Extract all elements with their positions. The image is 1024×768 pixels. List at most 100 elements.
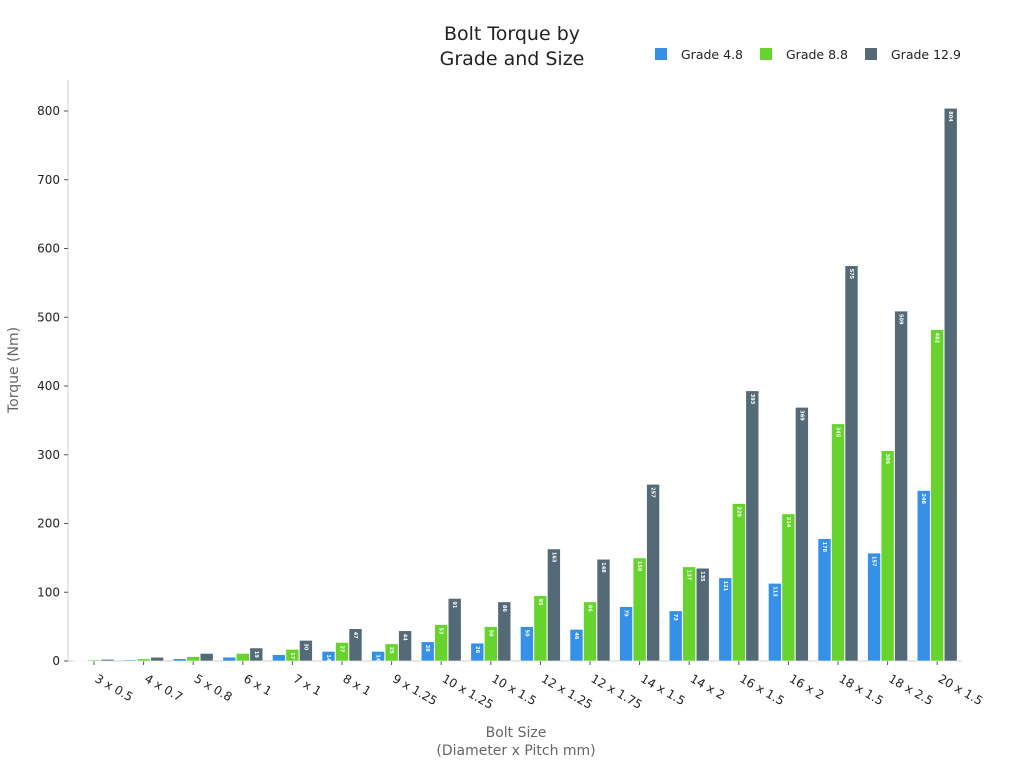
bar-grade-4-8-18-x-2-5 (867, 552, 881, 662)
bar-grade-4-8-16-x-2 (768, 583, 782, 662)
bar-value-label: 95 (537, 599, 543, 606)
bar-grade-12-9-14-x-2 (695, 567, 710, 662)
bar-grade-8-8-14-x-1-5 (632, 557, 647, 662)
bar-value-label: 86 (587, 605, 593, 612)
bar-value-label: 157 (871, 556, 877, 567)
bar-value-label: 73 (672, 614, 678, 621)
bar-value-label: 14 (325, 654, 331, 661)
x-tick-label-3-x-0-5: 3 x 0.5 (93, 671, 136, 704)
x-tick-label-18-x-2-5: 18 x 2.5 (886, 671, 936, 708)
bar-grade-4-8-4-x-0-7 (123, 659, 137, 662)
bar-grade-4-8-10-x-1-5 (470, 642, 485, 662)
bar-grade-12-9-14-x-1-5 (646, 484, 660, 662)
y-axis-title: Torque (Nm) (6, 327, 22, 414)
bar-value-label: 482 (934, 333, 940, 344)
legend-label-grade-12-9: Grade 12.9 (891, 47, 961, 62)
x-tick-label-12-x-1-25: 12 x 1.25 (539, 671, 595, 711)
bar-grade-12-9-16-x-2 (795, 407, 809, 662)
x-tick-label-8-x-1: 8 x 1 (341, 671, 374, 698)
bar-grade-4-8-20-x-1-5 (916, 490, 931, 662)
bar-value-label: 44 (402, 634, 408, 641)
bar-grade-4-8-7-x-1 (272, 654, 286, 662)
legend-label-grade-4-8: Grade 4.8 (681, 47, 743, 62)
bar-grade-12-9-12-x-1-25 (547, 548, 561, 662)
bar-value-label: 575 (848, 269, 854, 280)
x-tick-label-4-x-0-7: 4 x 0.7 (142, 671, 185, 704)
bar-value-label: 121 (722, 581, 728, 592)
bar-value-label: 306 (884, 454, 890, 465)
bar-value-label: 19 (253, 651, 259, 658)
x-tick-label-7-x-1: 7 x 1 (291, 671, 324, 698)
bar-grade-8-8-10-x-1-5 (483, 626, 498, 662)
bar-grade-4-8-8-x-1 (321, 651, 336, 662)
y-tick-label: 600 (37, 242, 60, 256)
bar-grade-4-8-18-x-1-5 (817, 538, 832, 662)
bar-value-label: 17 (289, 652, 295, 659)
x-axis-title-line-1: Bolt Size (486, 725, 547, 741)
y-tick-label: 300 (37, 448, 60, 462)
bar-grade-4-8-14-x-2 (668, 610, 683, 662)
bar-grade-12-9-10-x-1-25 (447, 598, 462, 662)
bar-grade-4-8-14-x-1-5 (619, 606, 633, 662)
bar-value-label: 393 (749, 394, 755, 405)
bar-value-label: 113 (771, 586, 777, 597)
legend-swatch-grade-8-8 (760, 48, 772, 60)
y-tick-label: 500 (37, 310, 60, 324)
bar-grade-8-8-4-x-0-7 (136, 658, 151, 662)
bar-grade-12-9-4-x-0-7 (150, 656, 164, 662)
x-tick-label-5-x-0-8: 5 x 0.8 (192, 671, 235, 704)
bar-value-label: 369 (798, 410, 804, 421)
bar-grade-4-8-9-x-1-25 (371, 651, 385, 662)
x-tick-label-10-x-1-5: 10 x 1.5 (489, 671, 539, 708)
bar-grade-8-8-6-x-1 (236, 653, 250, 662)
bar-value-label: 46 (573, 632, 579, 639)
x-tick-label-20-x-1-5: 20 x 1.5 (936, 671, 986, 708)
legend-swatch-grade-12-9 (865, 48, 877, 60)
bar-grade-8-8-5-x-0-8 (186, 656, 200, 662)
legend: Grade 4.8 Grade 8.8 Grade 12.9 (655, 47, 961, 62)
bar-grade-8-8-18-x-2-5 (880, 450, 895, 662)
bar-grade-12-9-8-x-1 (348, 628, 363, 662)
y-tick-label: 100 (37, 585, 60, 599)
x-tick-label-10-x-1-25: 10 x 1.25 (440, 671, 496, 711)
bar-grade-12-9-10-x-1-5 (497, 601, 512, 662)
bar-grade-12-9-12-x-1-75 (596, 558, 611, 662)
x-tick-label-14-x-1-5: 14 x 1.5 (638, 671, 688, 708)
x-tick-label-9-x-1-25: 9 x 1.25 (390, 671, 440, 708)
bar-value-label: 50 (523, 630, 529, 637)
bar-grade-8-8-18-x-1-5 (831, 423, 845, 662)
bar-value-label: 28 (424, 645, 430, 652)
bars: 19 17 30 14 27 47 14 25 44 28 53 91 26 50 86 50 95 163 46 8… (73, 107, 958, 662)
bar-grade-8-8-7-x-1 (285, 649, 300, 662)
x-axis-ticks: 3 x 0.5 4 x 0.7 5 x 0.8 6 x 1 7 x 1 8 x 1 9 x … (93, 661, 986, 712)
x-axis-title-line-2: (Diameter x Pitch mm) (436, 743, 595, 759)
bar-grade-8-8-10-x-1-25 (434, 624, 449, 662)
bar-grade-4-8-10-x-1-25 (420, 641, 435, 662)
bar-grade-12-9-9-x-1-25 (398, 630, 412, 662)
x-tick-label-18-x-1-5: 18 x 1.5 (837, 671, 887, 708)
bar-grade-8-8-12-x-1-25 (533, 595, 548, 662)
bar-grade-4-8-16-x-1-5 (718, 577, 733, 662)
y-tick-label: 800 (37, 104, 60, 118)
legend-label-grade-8-8: Grade 8.8 (786, 47, 848, 62)
bar-value-label: 86 (501, 605, 507, 612)
bar-grade-4-8-12-x-1-75 (569, 629, 584, 662)
bar-value-label: 137 (686, 570, 692, 581)
bar-value-label: 804 (947, 111, 953, 122)
x-tick-label-6-x-1: 6 x 1 (241, 671, 274, 698)
bar-value-label: 53 (438, 628, 444, 635)
bar-value-label: 27 (339, 645, 345, 652)
bar-grade-8-8-9-x-1-25 (384, 643, 399, 662)
bar-grade-4-8-3-x-0-5 (73, 660, 88, 662)
bar-grade-12-9-7-x-1 (299, 640, 313, 662)
bar-grade-12-9-3-x-0-5 (100, 659, 115, 662)
bar-value-label: 91 (451, 601, 457, 608)
bar-value-label: 229 (735, 507, 741, 518)
bar-grade-8-8-12-x-1-75 (583, 601, 597, 662)
bar-value-label: 148 (600, 562, 606, 573)
bar-grade-12-9-16-x-1-5 (745, 390, 760, 662)
bar-grade-8-8-14-x-2 (682, 566, 697, 662)
bar-value-label: 214 (785, 517, 791, 528)
bar-value-label: 178 (821, 542, 827, 553)
